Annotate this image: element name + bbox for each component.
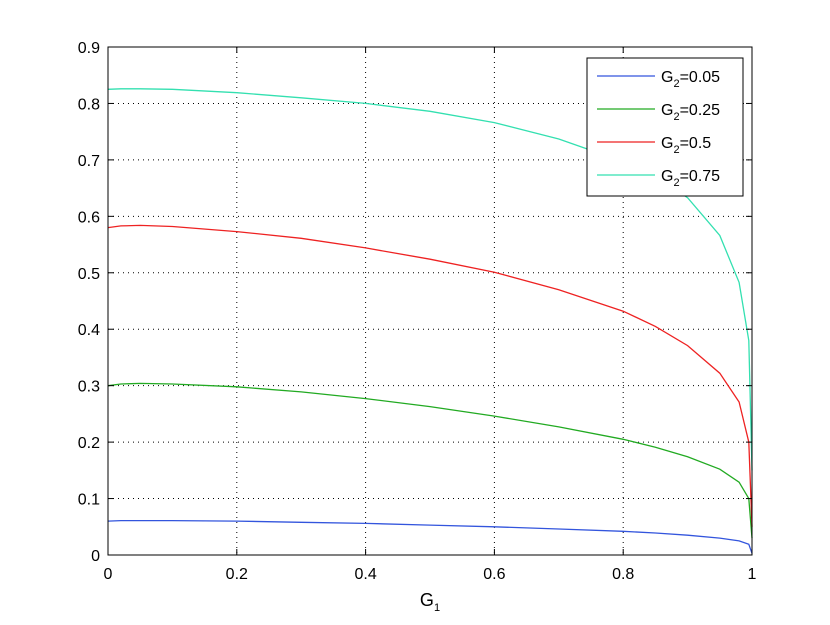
x-tick-label: 0.8 [612, 566, 634, 583]
x-tick-labels: 0 0.2 0.4 0.6 0.8 1 [104, 566, 757, 583]
y-tick-label: 0.7 [78, 153, 100, 170]
y-tick-label: 0.4 [78, 322, 100, 339]
y-tick-label: 0.8 [78, 96, 100, 113]
y-tick-label: 0.2 [78, 435, 100, 452]
legend-entry: G2=0.75 [661, 168, 720, 189]
x-tick-label: 0.6 [483, 566, 505, 583]
series-line-3 [107, 224, 753, 527]
legend-entry: G2=0.05 [661, 69, 720, 90]
y-tick-label: 0.9 [78, 40, 100, 57]
y-tick-label: 0.1 [78, 492, 100, 509]
y-tick-label: 0.5 [78, 266, 100, 283]
y-tick-label: 0.3 [78, 379, 100, 396]
y-tick-label: 0.6 [78, 209, 100, 226]
x-tick-label: 1 [748, 566, 757, 583]
x-axis-title: G1 [420, 590, 440, 614]
legend-entry: G2=0.25 [661, 102, 720, 123]
y-tick-label: 0 [91, 548, 100, 565]
series-line-4 [107, 88, 753, 471]
legend-entry: G2=0.5 [661, 135, 711, 156]
legend-box [586, 57, 744, 197]
plot-frame [107, 46, 753, 556]
y-tick-labels: 0 0.1 0.2 0.3 0.4 0.5 0.6 0.7 0.8 0.9 [78, 40, 100, 565]
axis-ticks [107, 46, 753, 556]
legend: G2=0.05 G2=0.25 G2=0.5 G2=0.75 [586, 57, 744, 197]
x-tick-label: 0.2 [226, 566, 248, 583]
series-lines [107, 88, 753, 554]
x-tick-label: 0 [104, 566, 113, 583]
series-line-1 [107, 519, 753, 554]
x-tick-label: 0.4 [354, 566, 376, 583]
series-line-2 [107, 382, 753, 539]
